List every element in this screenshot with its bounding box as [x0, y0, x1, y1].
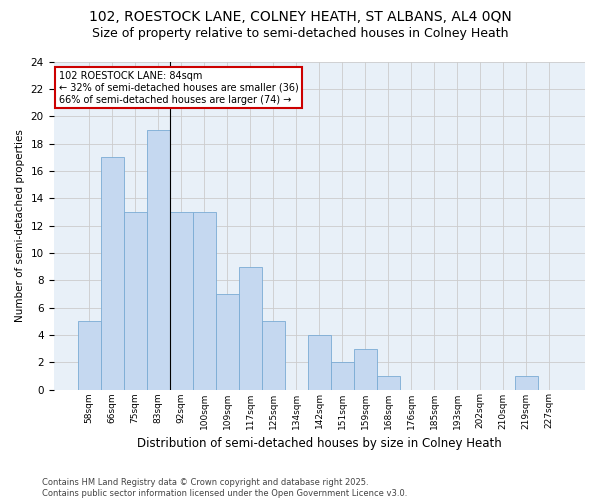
Bar [216, 294, 239, 390]
X-axis label: Distribution of semi-detached houses by size in Colney Heath: Distribution of semi-detached houses by … [137, 437, 502, 450]
Y-axis label: Number of semi-detached properties: Number of semi-detached properties [15, 129, 25, 322]
Bar [308, 335, 331, 390]
Bar [515, 376, 538, 390]
Bar [124, 212, 147, 390]
Bar [147, 130, 170, 390]
Bar [331, 362, 354, 390]
Bar [193, 212, 216, 390]
Text: 102, ROESTOCK LANE, COLNEY HEATH, ST ALBANS, AL4 0QN: 102, ROESTOCK LANE, COLNEY HEATH, ST ALB… [89, 10, 511, 24]
Text: 102 ROESTOCK LANE: 84sqm
← 32% of semi-detached houses are smaller (36)
66% of s: 102 ROESTOCK LANE: 84sqm ← 32% of semi-d… [59, 72, 299, 104]
Bar [101, 157, 124, 390]
Bar [239, 266, 262, 390]
Bar [77, 321, 101, 390]
Bar [262, 321, 285, 390]
Text: Size of property relative to semi-detached houses in Colney Heath: Size of property relative to semi-detach… [92, 28, 508, 40]
Bar [354, 348, 377, 390]
Bar [170, 212, 193, 390]
Text: Contains HM Land Registry data © Crown copyright and database right 2025.
Contai: Contains HM Land Registry data © Crown c… [42, 478, 407, 498]
Bar [377, 376, 400, 390]
